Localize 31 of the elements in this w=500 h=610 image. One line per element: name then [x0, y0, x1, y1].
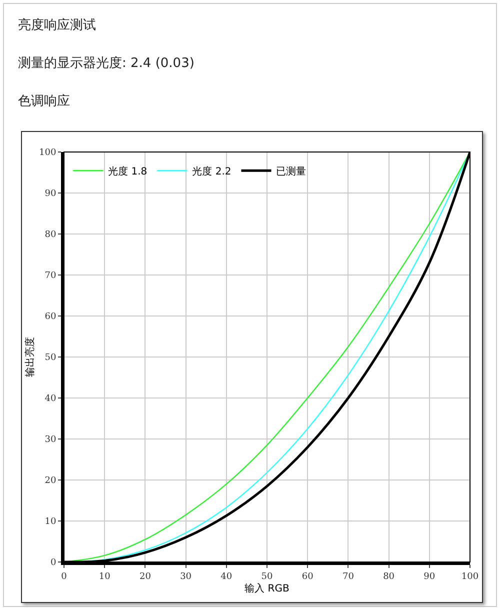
y-tick-label: 70: [44, 271, 56, 282]
x-tick-label: 80: [383, 572, 395, 582]
y-tick-label: 90: [44, 189, 56, 200]
y-tick-label: 50: [44, 353, 56, 364]
y-tick-label: 60: [44, 312, 56, 322]
y-tick-label: 20: [44, 476, 56, 486]
x-tick-label: 60: [302, 572, 314, 582]
y-tick-label: 80: [44, 230, 56, 240]
x-tick-label: 50: [261, 572, 273, 582]
line-series: [64, 152, 470, 562]
chart-title: 亮度响应测试: [18, 17, 96, 34]
y-tick-label: 40: [44, 394, 56, 404]
y-tick-label: 10: [44, 517, 56, 528]
legend-label: 已测量: [276, 166, 306, 178]
y-axis-title: 输出亮度: [24, 337, 36, 377]
legend-label: 光度 2.2: [192, 166, 232, 178]
x-tick-label: 10: [98, 572, 111, 582]
y-tick-label: 100: [39, 148, 56, 158]
y-tick-label: 0: [50, 558, 56, 568]
x-tick-label: 100: [461, 572, 479, 582]
text: 色调响应: [18, 93, 70, 110]
x-tick-label: 40: [220, 572, 232, 582]
legend-label: 光度 1.8: [108, 166, 148, 178]
y-tick-label: 30: [44, 435, 56, 446]
x-tick-label: 90: [424, 572, 436, 582]
x-tick-label: 20: [139, 572, 152, 582]
x-tick-label: 70: [342, 572, 354, 582]
chart-subtitle: 测量的显示器光度: 2.4 (0.03): [18, 55, 194, 72]
x-axis-title: 输入 RGB: [244, 582, 290, 594]
x-tick-label: 0: [61, 572, 68, 582]
x-tick-label: 30: [180, 572, 192, 582]
